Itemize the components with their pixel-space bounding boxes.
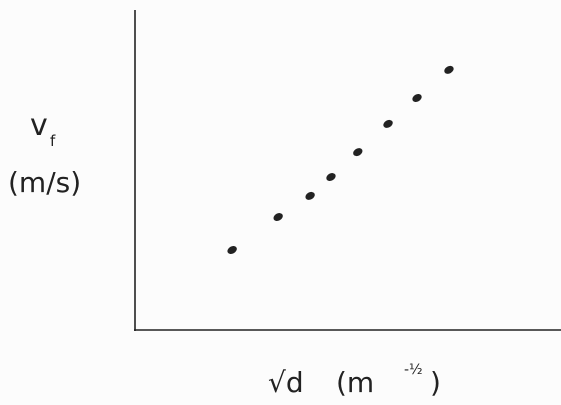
data-point: [326, 173, 336, 182]
data-point: [227, 246, 237, 254]
data-point: [412, 94, 422, 102]
x-label-unit: (m: [336, 366, 374, 399]
x-label-exponent: -½: [404, 362, 423, 378]
data-point: [444, 65, 454, 74]
x-label-close: ): [430, 366, 441, 399]
data-point: [353, 148, 363, 157]
data-point: [383, 119, 393, 128]
y-label-unit: (m/s): [8, 166, 81, 199]
x-label-symbol: √d: [268, 366, 304, 399]
data-point: [273, 213, 283, 222]
y-label-subscript: f: [50, 132, 56, 150]
y-label-symbol: v: [30, 108, 48, 143]
data-point: [305, 191, 315, 200]
